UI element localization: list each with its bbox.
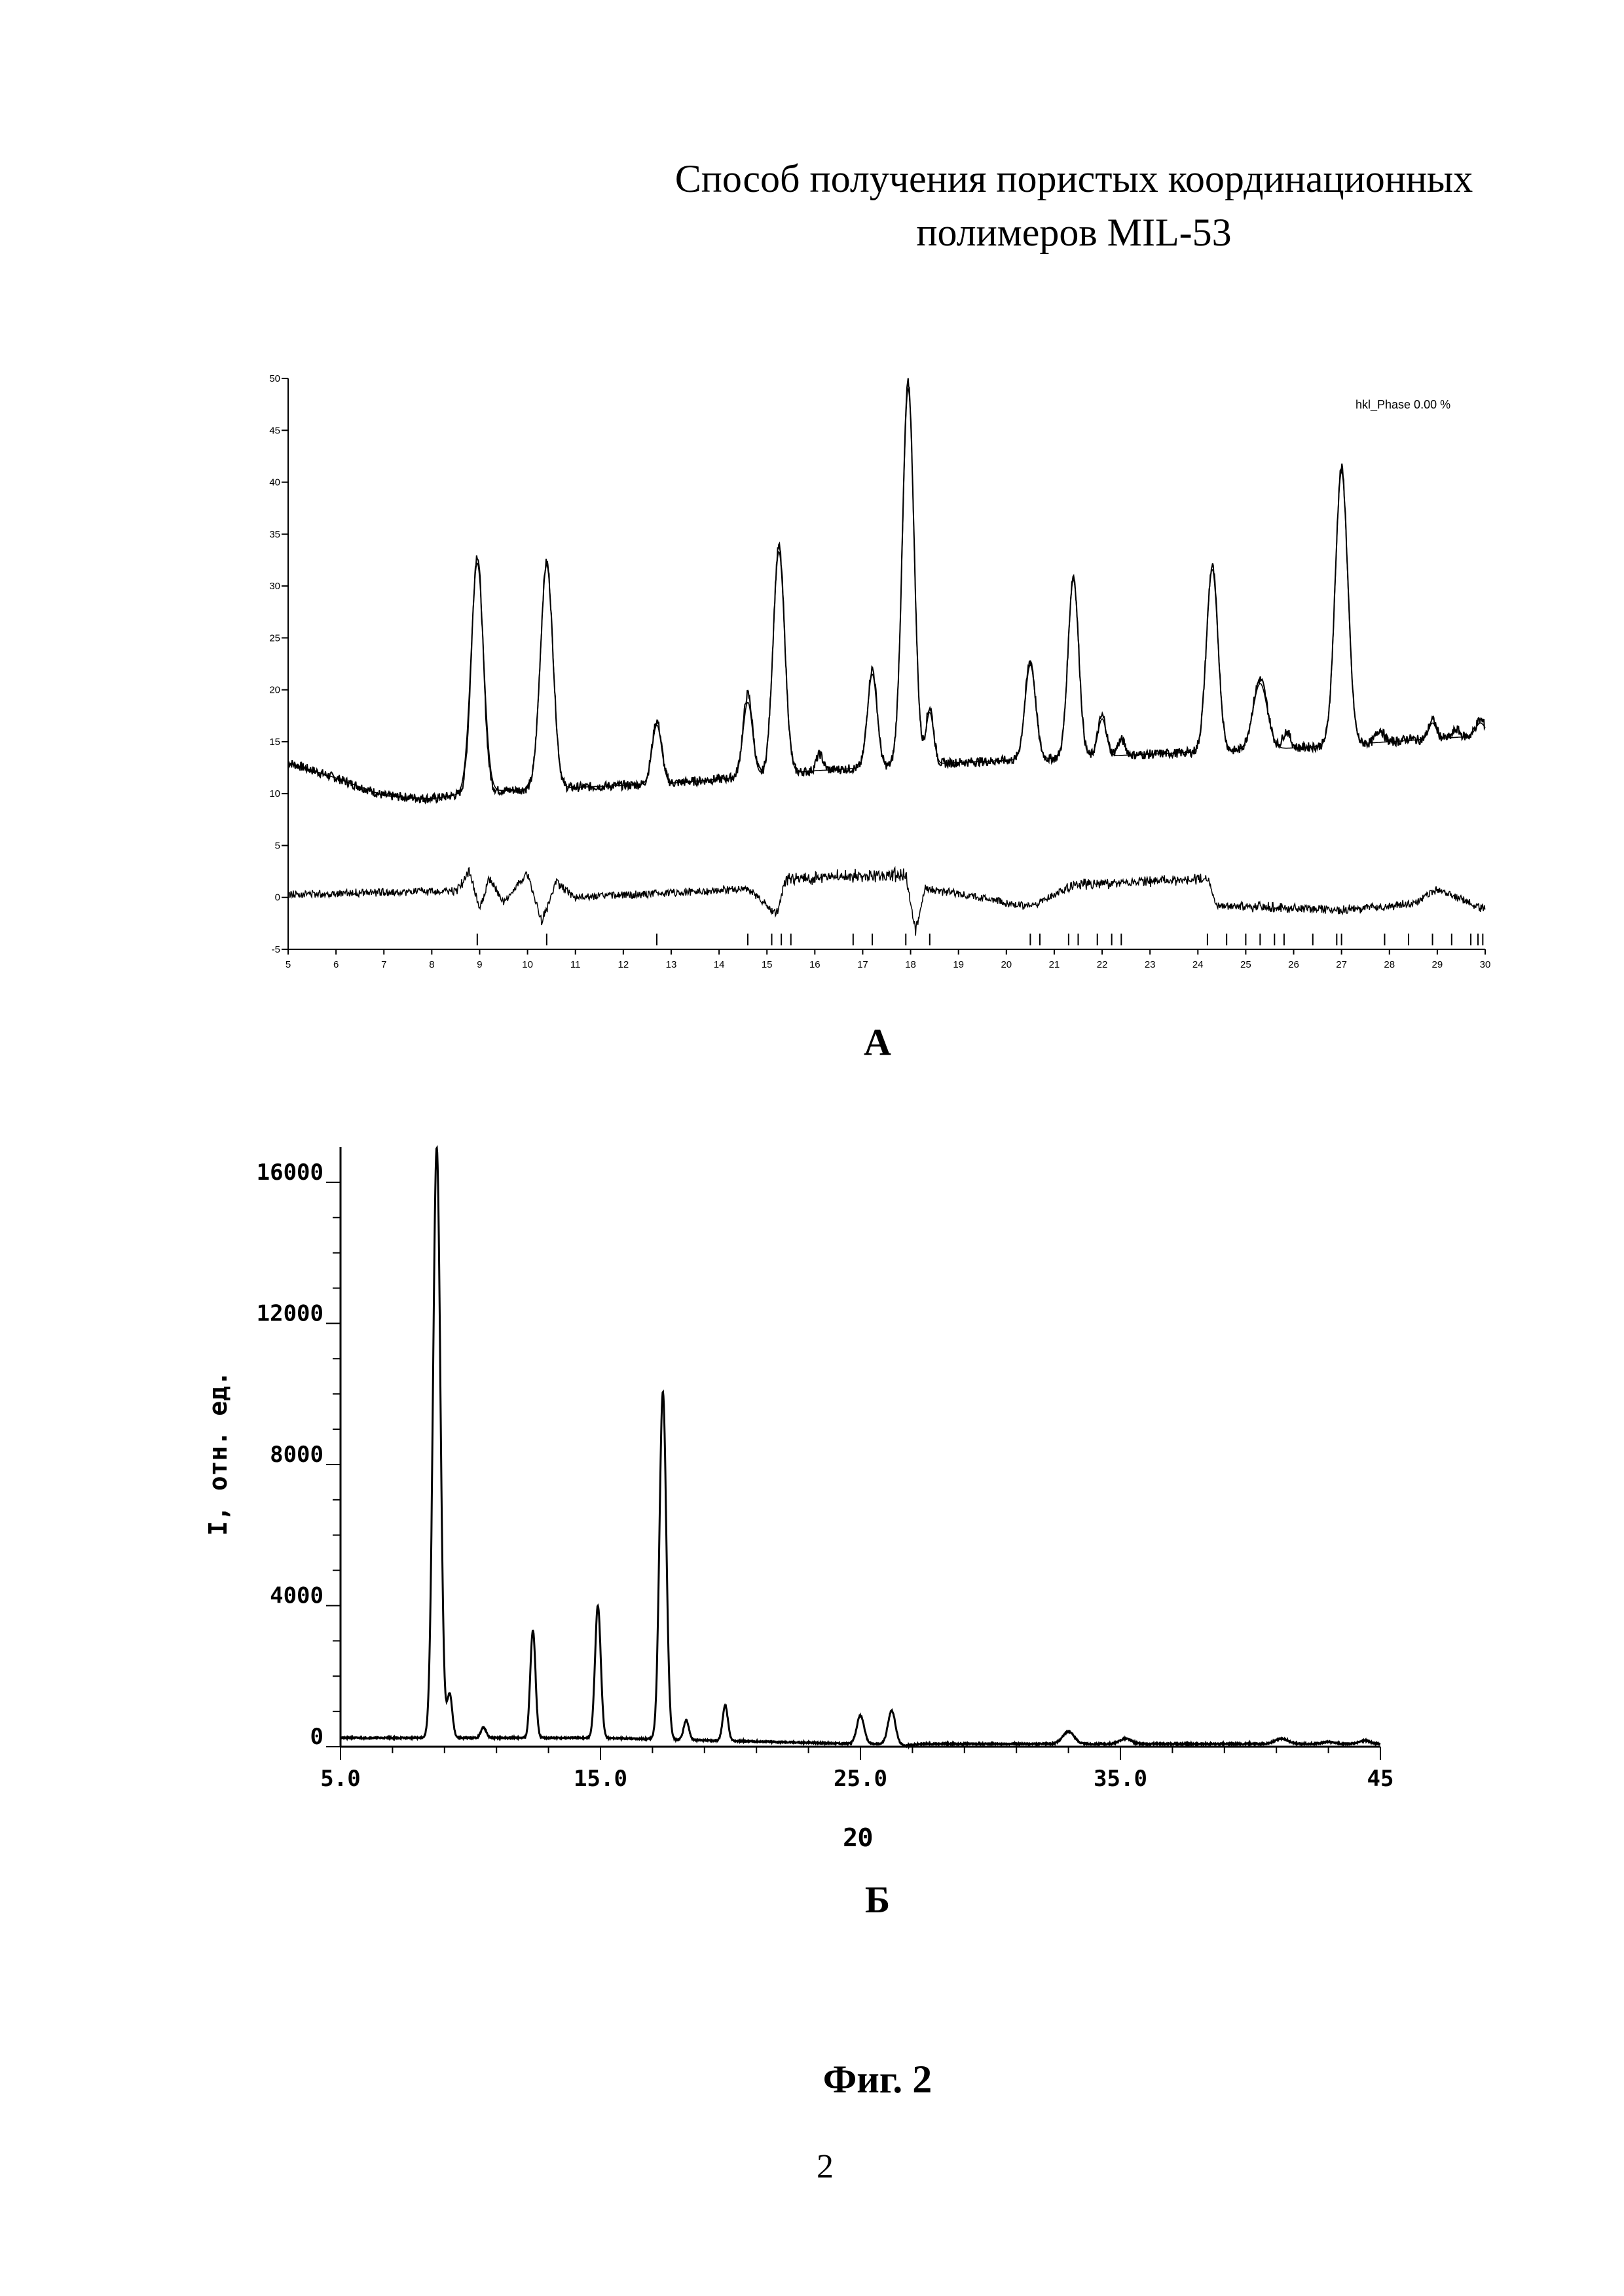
document-title: Способ получения пористых координационны… xyxy=(622,152,1526,259)
chart-a-x-tick-label: 11 xyxy=(570,959,581,970)
chart-a-x-tick-label: 27 xyxy=(1336,959,1347,970)
chart-a-x-tick-label: 6 xyxy=(333,959,339,970)
chart-b-plot: 0 4000 8000 12000 16000 5.0 15.0 25.0 35.0 45 2Θ I,… xyxy=(204,1147,1393,1852)
caption-a: А xyxy=(812,1020,943,1064)
chart-b-y-tick-label: 12000 xyxy=(257,1300,323,1326)
chart-a-x-tick-label: 16 xyxy=(809,959,821,970)
chart-a-series-calculated xyxy=(288,389,1485,799)
chart-b-y-tick-label: 16000 xyxy=(257,1159,323,1186)
chart-b-x-tick-label: 35.0 xyxy=(1094,1766,1147,1792)
chart-a-x-tick-label: 24 xyxy=(1192,959,1204,970)
chart-a-plot: -5 0 5 10 15 20 25 30 35 40 45 50 5 6 7 8 9 10 11 12 13 14 15 1… xyxy=(269,373,1490,970)
chart-a-y-tick-label: -5 xyxy=(272,944,280,955)
chart-a-y-tick-label: 40 xyxy=(269,477,280,488)
chart-a-x-tick-label: 23 xyxy=(1145,959,1156,970)
chart-a-y-tick-label: 30 xyxy=(269,581,280,592)
chart-b-series-intensity xyxy=(341,1148,1380,1746)
chart-a-y-tick-label: 15 xyxy=(269,737,280,748)
chart-a-x-tick-label: 18 xyxy=(905,959,916,970)
chart-a-y-tick-label: 35 xyxy=(269,529,280,540)
chart-b-y-tick-label: 8000 xyxy=(270,1442,323,1468)
chart-b-y-tick-label: 4000 xyxy=(270,1582,323,1609)
chart-a-y-tick-label: 10 xyxy=(269,788,280,799)
chart-a-y-tick-label: 5 xyxy=(275,840,280,851)
chart-a-x-tick-label: 29 xyxy=(1432,959,1443,970)
chart-a-series-observed xyxy=(288,378,1485,803)
chart-b-x-tick-label: 5.0 xyxy=(320,1766,360,1792)
chart-b-x-tick-label: 45 xyxy=(1367,1766,1394,1792)
chart-a-x-tick-label: 25 xyxy=(1240,959,1251,970)
chart-a-x-tick-label: 10 xyxy=(522,959,533,970)
chart-a-x-tick-label: 9 xyxy=(477,959,482,970)
chart-a-y-tick-label: 50 xyxy=(269,373,280,384)
chart-a-y-tick-label: 45 xyxy=(269,425,280,436)
chart-a-series-difference xyxy=(288,867,1485,936)
chart-a-x-tick-label: 7 xyxy=(381,959,386,970)
document-title-line-2: полимеров MIL-53 xyxy=(622,206,1526,259)
chart-a-x-tick-label: 21 xyxy=(1049,959,1060,970)
chart-a-x-tick-label: 8 xyxy=(429,959,434,970)
chart-a-x-tick-label: 30 xyxy=(1480,959,1491,970)
chart-a-x-tick-label: 14 xyxy=(714,959,725,970)
chart-a-x-tick-label: 17 xyxy=(857,959,868,970)
chart-a-x-tick-label: 28 xyxy=(1384,959,1395,970)
chart-a-x-tick-label: 20 xyxy=(1001,959,1012,970)
chart-a-y-tick-label: 25 xyxy=(269,632,280,644)
chart-a-y-tick-label: 0 xyxy=(275,892,280,903)
chart-a-x-tick-label: 5 xyxy=(286,959,291,970)
chart-a-x-tick-label: 13 xyxy=(666,959,677,970)
chart-b-y-label: I, отн. ед. xyxy=(204,1371,232,1536)
document-title-line-1: Способ получения пористых координационны… xyxy=(622,152,1526,206)
chart-a-x-tick-label: 22 xyxy=(1097,959,1108,970)
caption-b: Б xyxy=(812,1878,943,1922)
chart-a-x-tick-label: 12 xyxy=(618,959,629,970)
chart-b-y-tick-label: 0 xyxy=(310,1724,323,1750)
chart-a-x-tick-label: 19 xyxy=(953,959,964,970)
chart-a-x-tick-label: 15 xyxy=(762,959,773,970)
chart-a-y-tick-label: 20 xyxy=(269,685,280,696)
chart-b-x-label: 2Θ xyxy=(843,1823,873,1852)
chart-b-x-tick-label: 25.0 xyxy=(834,1766,887,1792)
page-number: 2 xyxy=(779,2147,871,2186)
chart-b-x-tick-label: 15.0 xyxy=(574,1766,627,1792)
figure-label: Фиг. 2 xyxy=(714,2057,1041,2102)
chart-a-x-tick-label: 26 xyxy=(1288,959,1299,970)
chart-a-legend: hkl_Phase 0.00 % xyxy=(1356,398,1450,412)
